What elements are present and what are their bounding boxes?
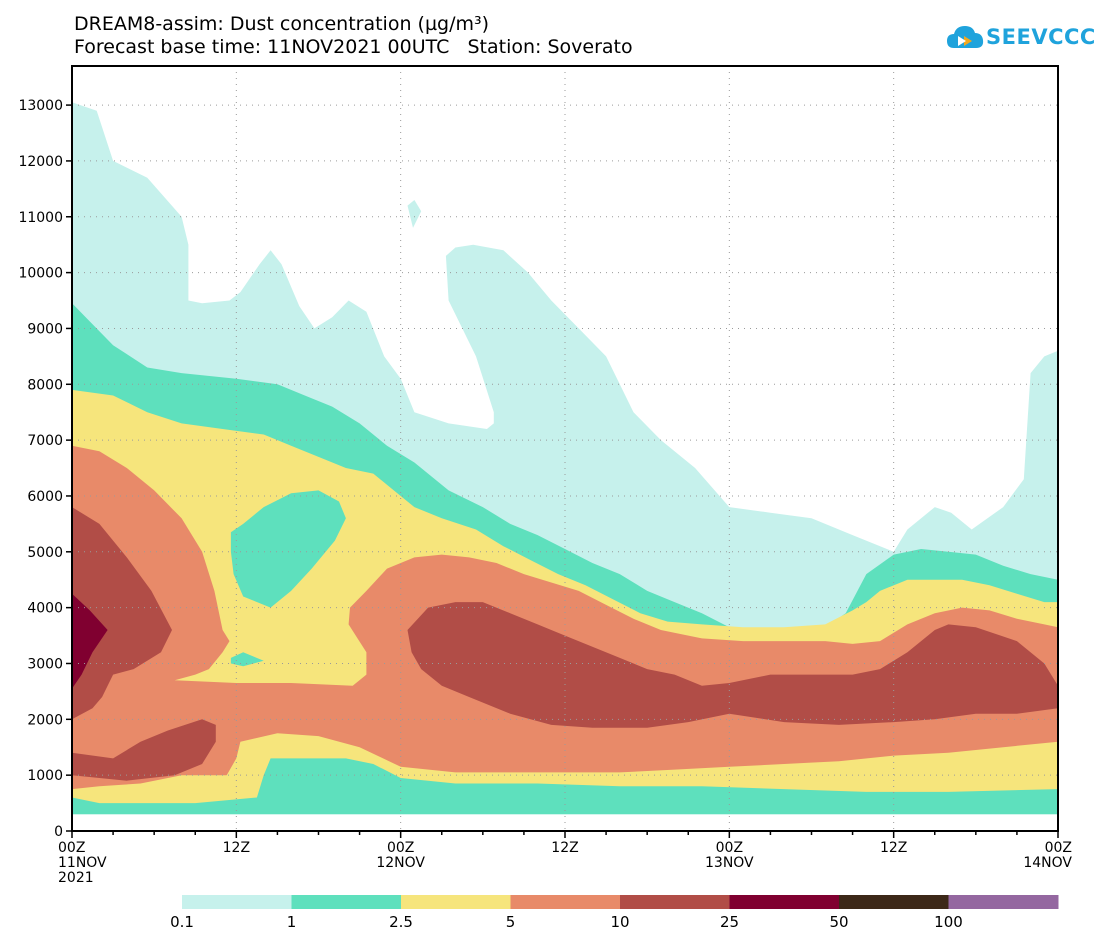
contour-region-10	[407, 602, 1058, 728]
colorbar-label-4: 10	[610, 913, 629, 931]
x-tick-label-4-1: 13NOV	[705, 855, 754, 871]
x-tick-label-6-1: 14NOV	[1023, 855, 1072, 871]
axes: 0 1000 2000 3000 4000 5000 6000 7000 8000 9000 100…	[18, 98, 1072, 886]
y-tick-label-4: 4000	[27, 601, 63, 617]
colorbar-swatch-1	[291, 895, 402, 909]
colorbar-label-0: 0.1	[170, 913, 194, 931]
colorbar-swatch-7	[948, 895, 1059, 909]
y-tick-label-1: 1000	[27, 768, 63, 784]
colorbar-label-2: 2.5	[389, 913, 413, 931]
x-tick-label-5-0: 12Z	[880, 840, 907, 856]
colorbar-label-3: 5	[506, 913, 516, 931]
cloud-icon	[947, 26, 984, 48]
y-tick-label-11: 11000	[18, 210, 63, 226]
colorbar-label-7: 100	[934, 913, 963, 931]
y-tick-label-13: 13000	[18, 98, 63, 114]
contour-hole-2	[507, 459, 524, 485]
y-tick-label-12: 12000	[18, 154, 63, 170]
contour-hole-6	[230, 652, 264, 667]
y-tick-label-8: 8000	[27, 377, 63, 393]
x-tick-label-0-0: 00Z	[58, 840, 85, 856]
y-tick-label-0: 0	[54, 824, 63, 840]
chart-subtitle: Forecast base time: 11NOV2021 00UTC Stat…	[74, 36, 633, 58]
colorbar-swatch-2	[401, 895, 511, 909]
seevccc-logo: SEEVCCC	[946, 20, 1106, 60]
contour-region-9	[72, 719, 216, 781]
contour-hole-1	[407, 200, 422, 228]
contour-region-11	[72, 593, 108, 689]
x-tick-label-6-0: 00Z	[1045, 840, 1072, 856]
chart-title: DREAM8-assim: Dust concentration (µg/m³)	[74, 13, 490, 35]
x-tick-label-4-0: 00Z	[716, 840, 743, 856]
colorbar-label-6: 50	[829, 913, 848, 931]
y-tick-label-2: 2000	[27, 712, 63, 728]
x-tick-label-0-1: 11NOV	[58, 855, 107, 871]
colorbar-label-1: 1	[287, 913, 297, 931]
contour-layer	[72, 102, 1058, 815]
y-tick-label-7: 7000	[27, 433, 63, 449]
colorbar-swatch-4	[620, 895, 730, 909]
logo-text: SEEVCCC	[986, 25, 1096, 49]
contour-hole-5	[230, 490, 346, 608]
x-tick-label-1-0: 12Z	[223, 840, 250, 856]
contour-region-8	[72, 507, 172, 720]
colorbar-swatch-5	[729, 895, 840, 909]
y-tick-label-3: 3000	[27, 656, 63, 672]
x-tick-label-2-0: 00Z	[387, 840, 414, 856]
colorbar-label-5: 25	[720, 913, 739, 931]
y-tick-label-6: 6000	[27, 489, 63, 505]
x-tick-label-2-1: 12NOV	[376, 855, 425, 871]
x-tick-label-3-0: 12Z	[551, 840, 578, 856]
colorbar-swatch-0	[182, 895, 292, 909]
x-tick-label-0-2: 2021	[58, 870, 94, 886]
colorbar: 0.1 1 2.5 5 10 25 50 100	[170, 895, 1059, 931]
y-tick-label-5: 5000	[27, 545, 63, 561]
y-tick-label-10: 10000	[18, 266, 63, 282]
y-tick-label-9: 9000	[27, 321, 63, 337]
colorbar-swatch-3	[510, 895, 621, 909]
colorbar-swatch-6	[839, 895, 949, 909]
grid-lines	[72, 66, 1058, 831]
